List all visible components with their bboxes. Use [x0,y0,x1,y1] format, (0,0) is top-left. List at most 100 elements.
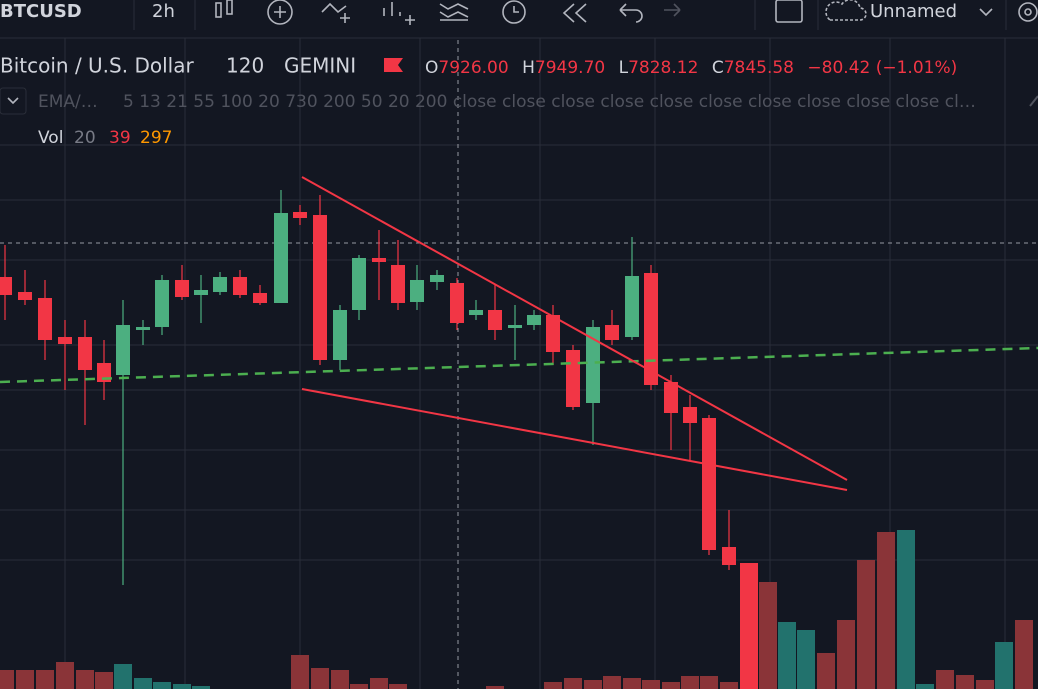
candle-body [546,315,560,352]
candle-body [644,273,658,385]
volume-bar [564,678,582,689]
volume-bar [56,662,74,689]
vol-value-2: 297 [140,128,172,148]
candle-body [586,327,600,403]
candle-body [78,337,92,370]
volume-bar [389,684,407,689]
candle-body [410,280,424,302]
candle-body [391,265,405,303]
volume-bar [370,678,388,689]
candle-body [430,275,444,282]
candle-body [194,290,208,295]
volume-bar [291,655,309,689]
candle-body [233,277,247,295]
candle-body [116,325,130,375]
candle-body [683,407,697,423]
volume-bar [995,642,1013,689]
candle-body [605,325,619,340]
volume-bar [173,684,191,689]
volume-bar [720,682,738,689]
volume-bar [114,664,132,689]
candle-body [469,310,483,315]
volume-bar [36,670,54,689]
volume-bar [16,670,34,689]
volume-bar [778,622,796,689]
volume-bar [642,680,660,689]
candle-body [0,277,12,295]
low-value: 7828.12 [628,58,698,78]
open-label: O [425,58,438,78]
volume-bar [603,676,621,689]
candle-body [18,292,32,300]
candle-body [213,277,227,292]
candle-body [488,310,502,330]
candle-body [450,283,464,323]
volume-bar [700,676,718,689]
high-value: 7949.70 [535,58,605,78]
ohlc: O7926.00 H7949.70 L7828.12 C7845.58 −80.… [425,58,957,78]
volume-bar [95,672,113,689]
symbol[interactable]: BTCUSD [0,1,82,22]
volume-bar [331,670,349,689]
ema-name[interactable]: EMA/… [38,92,98,112]
candle-body [38,298,52,340]
volume-bar [662,682,680,689]
candle-body [508,325,522,328]
volume-bar [759,582,777,689]
low-label: L [619,58,629,78]
candle-body [664,382,678,413]
volume-bar [350,684,368,689]
volume-bar [544,682,562,689]
volume-bar [740,563,758,689]
candle-body [293,212,307,218]
flag-icon[interactable] [384,58,403,72]
high-label: H [522,58,535,78]
volume-bar [584,680,602,689]
toolbar-icons[interactable] [133,0,1038,30]
volume-bar [857,560,875,689]
toolbar [0,0,1038,38]
layout-name[interactable]: Unnamed [870,1,957,22]
wedge-lower-line[interactable] [301,388,848,491]
volume-bar [817,653,835,689]
legend-exchange: GEMINI [284,54,356,78]
interval[interactable]: 2h [152,1,175,22]
legend-title: Bitcoin / U.S. Dollar [0,54,194,78]
candle-body [722,547,736,565]
candle-body [702,418,716,550]
candle-body [333,310,347,360]
volume-bar [76,670,94,689]
volume-bar [956,675,974,689]
volume-bar [134,678,152,689]
wedge-upper-line[interactable] [301,176,848,481]
candle-body [274,213,288,303]
eye-icon[interactable] [1029,95,1038,107]
candle-body [372,258,386,262]
candle-body [625,276,639,337]
vol-name[interactable]: Vol [38,128,63,148]
volume-bar [976,680,994,689]
candle-body [155,280,169,327]
open-value: 7926.00 [438,58,508,78]
volume-bar [916,684,934,689]
volume-bar [936,670,954,689]
collapse-button[interactable] [0,87,27,115]
volume-bar [681,676,699,689]
candle-body [253,293,267,303]
ema-params: 5 13 21 55 100 20 730 200 50 20 200 clos… [123,92,976,112]
volume-bar [0,670,14,689]
candle-body [527,315,541,325]
volume-bar [192,686,210,689]
volume-bar [877,532,895,689]
legend-resolution: 120 [226,54,264,78]
volume-bar [311,668,329,689]
volume-bar [486,686,504,689]
close-value: 7845.58 [724,58,794,78]
volume-bar [1015,620,1033,689]
candle-body [136,327,150,330]
volume-bar [153,682,171,689]
vol-length: 20 [74,128,96,148]
volume-bar [837,620,855,689]
